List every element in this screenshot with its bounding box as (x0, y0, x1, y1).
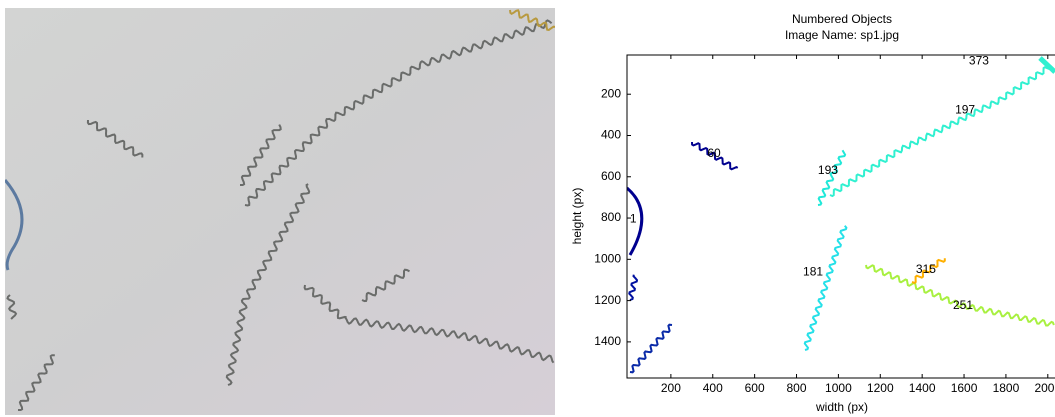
strand (86, 119, 144, 158)
object-number: 197 (955, 102, 975, 116)
x-tick-label: 800 (787, 381, 807, 395)
y-tick-label: 200 (601, 86, 621, 100)
x-tick-label: 1200 (867, 381, 894, 395)
object (911, 258, 946, 285)
axes-box (626, 54, 1055, 379)
strand (240, 124, 282, 186)
plot-objects (627, 56, 1055, 374)
object (691, 141, 739, 171)
object-number: 1 (630, 211, 637, 225)
y-tick-label: 1000 (594, 251, 621, 265)
x-tick-label: 400 (703, 381, 723, 395)
x-axis-label: width (px) (815, 400, 868, 414)
y-tick-label: 800 (601, 210, 621, 224)
x-tick-label: 200 (661, 381, 681, 395)
strand (361, 268, 410, 303)
strand (303, 284, 555, 364)
object (829, 65, 1052, 198)
x-tick-label: 1600 (951, 381, 978, 395)
strand (18, 354, 55, 411)
x-tick-label: 1000 (825, 381, 852, 395)
strand (509, 9, 555, 31)
y-tick-label: 1200 (594, 293, 621, 307)
object-number: 60 (707, 146, 721, 160)
plot-area (627, 55, 1055, 378)
x-tick-label: 600 (745, 381, 765, 395)
photo-strands (5, 9, 555, 411)
strand (5, 179, 24, 271)
chart-subtitle: Image Name: sp1.jpg (785, 28, 899, 42)
object-number: 193 (818, 163, 838, 177)
object-number: 373 (969, 53, 989, 67)
object (865, 264, 1055, 327)
x-tick-label: 1400 (909, 381, 936, 395)
object (1038, 56, 1055, 74)
object (627, 186, 644, 256)
y-tick-label: 400 (601, 128, 621, 142)
object-number: 315 (916, 262, 936, 276)
object-number: 181 (803, 264, 823, 278)
y-tick-label: 1400 (594, 334, 621, 348)
object-number: 251 (953, 298, 973, 312)
object (629, 323, 673, 374)
x-tick-label: 1800 (993, 381, 1020, 395)
strand (6, 294, 18, 320)
y-tick-label: 600 (601, 169, 621, 183)
object (628, 274, 639, 301)
photo (5, 8, 555, 415)
object (817, 149, 847, 206)
x-tick-label: 2000 (1034, 381, 1055, 395)
strand (244, 19, 553, 207)
y-axis-label: height (px) (570, 188, 584, 245)
chart-title: Numbered Objects (792, 12, 892, 26)
object (803, 225, 848, 351)
strand (225, 183, 311, 386)
